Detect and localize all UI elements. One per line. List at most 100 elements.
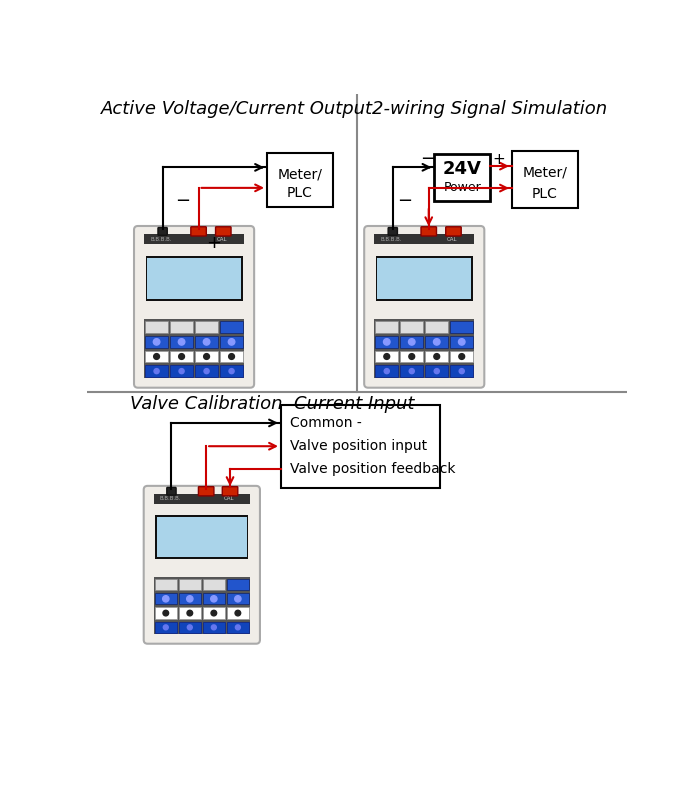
Bar xyxy=(376,256,473,301)
Bar xyxy=(179,579,201,590)
Bar xyxy=(400,336,423,347)
Circle shape xyxy=(163,625,168,630)
Bar xyxy=(425,365,448,377)
Bar xyxy=(203,593,224,604)
Bar xyxy=(376,365,398,377)
FancyBboxPatch shape xyxy=(191,226,206,236)
Bar xyxy=(155,593,176,604)
FancyBboxPatch shape xyxy=(134,226,254,387)
Circle shape xyxy=(383,339,390,345)
Bar xyxy=(155,608,176,619)
Bar xyxy=(203,608,224,619)
Bar xyxy=(220,351,243,362)
Circle shape xyxy=(408,339,415,345)
Bar xyxy=(195,351,218,362)
Circle shape xyxy=(235,610,240,616)
Circle shape xyxy=(204,369,209,373)
FancyBboxPatch shape xyxy=(158,227,167,235)
Text: Active Voltage/Current Output: Active Voltage/Current Output xyxy=(101,101,373,119)
Text: Valve position feedback: Valve position feedback xyxy=(290,462,456,476)
Circle shape xyxy=(211,610,217,616)
Circle shape xyxy=(154,369,159,373)
Circle shape xyxy=(229,369,234,373)
Bar xyxy=(376,321,398,333)
Bar xyxy=(170,336,193,347)
Bar xyxy=(170,365,193,377)
Text: +: + xyxy=(493,152,505,167)
Circle shape xyxy=(459,369,464,373)
Bar xyxy=(203,579,224,590)
Bar xyxy=(145,336,168,347)
Bar xyxy=(147,258,241,299)
Bar xyxy=(374,319,474,378)
Circle shape xyxy=(204,339,210,345)
Bar xyxy=(154,577,250,634)
Bar xyxy=(450,365,473,377)
Circle shape xyxy=(409,354,415,359)
Circle shape xyxy=(459,354,465,359)
FancyBboxPatch shape xyxy=(144,486,260,644)
Bar xyxy=(203,622,224,633)
Circle shape xyxy=(235,596,241,602)
FancyBboxPatch shape xyxy=(365,226,484,387)
Text: Common -: Common - xyxy=(290,416,362,430)
Bar xyxy=(170,321,193,333)
Bar xyxy=(145,365,168,377)
Bar xyxy=(227,608,249,619)
Bar xyxy=(425,336,448,347)
Text: Valve position input: Valve position input xyxy=(290,439,427,454)
Text: −: − xyxy=(175,192,190,210)
FancyBboxPatch shape xyxy=(388,227,397,235)
Text: +: + xyxy=(206,234,221,252)
Circle shape xyxy=(229,354,234,359)
Bar xyxy=(157,516,247,557)
Circle shape xyxy=(236,625,240,630)
Circle shape xyxy=(153,354,160,359)
Bar xyxy=(170,351,193,362)
Text: Meter/: Meter/ xyxy=(277,167,322,182)
Circle shape xyxy=(178,339,185,345)
Circle shape xyxy=(178,354,185,359)
Bar xyxy=(146,256,243,301)
Circle shape xyxy=(153,339,160,345)
Bar xyxy=(179,622,201,633)
Bar xyxy=(195,365,218,377)
Circle shape xyxy=(163,610,169,616)
Text: 24V: 24V xyxy=(443,160,482,178)
FancyBboxPatch shape xyxy=(445,226,461,236)
Text: Power: Power xyxy=(443,181,481,194)
Bar xyxy=(144,319,244,378)
Circle shape xyxy=(204,354,210,359)
Bar xyxy=(450,351,473,362)
Text: Meter/: Meter/ xyxy=(522,166,567,179)
Text: 2-wiring Signal Simulation: 2-wiring Signal Simulation xyxy=(372,101,608,119)
Text: B.B.B.B.: B.B.B.B. xyxy=(381,237,402,241)
Bar xyxy=(227,593,249,604)
Bar xyxy=(155,515,248,559)
Bar xyxy=(400,351,423,362)
FancyBboxPatch shape xyxy=(199,487,214,496)
Circle shape xyxy=(179,369,184,373)
FancyBboxPatch shape xyxy=(167,487,176,495)
Circle shape xyxy=(434,354,440,359)
Bar xyxy=(227,622,249,633)
Bar xyxy=(227,579,249,590)
Bar xyxy=(376,351,398,362)
Text: Valve Calibration  Current Input: Valve Calibration Current Input xyxy=(130,395,414,413)
Bar xyxy=(434,154,490,200)
Circle shape xyxy=(409,369,414,373)
Bar xyxy=(374,234,474,244)
Bar xyxy=(425,351,448,362)
Text: −: − xyxy=(397,192,413,210)
Bar xyxy=(155,579,176,590)
Bar xyxy=(144,234,244,244)
Text: PLC: PLC xyxy=(532,187,558,201)
Bar xyxy=(281,405,440,488)
Circle shape xyxy=(187,625,192,630)
Circle shape xyxy=(211,625,216,630)
Circle shape xyxy=(384,369,390,373)
Bar xyxy=(377,258,471,299)
Circle shape xyxy=(384,354,390,359)
Bar xyxy=(220,365,243,377)
Bar xyxy=(425,321,448,333)
